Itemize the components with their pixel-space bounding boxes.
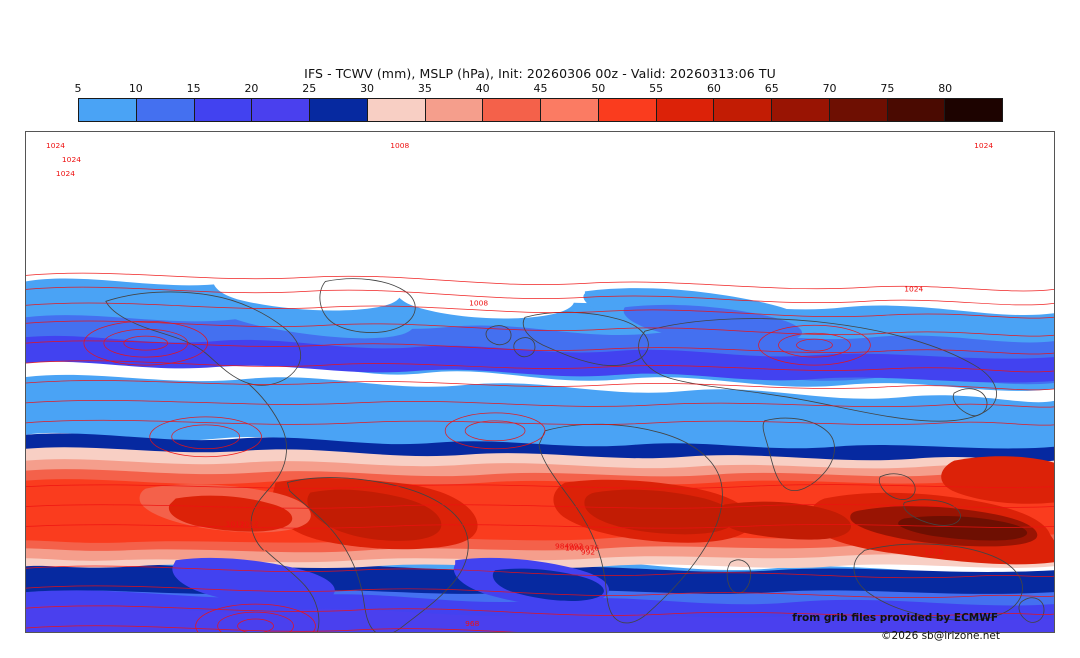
svg-text:1024: 1024 — [904, 284, 923, 293]
colorbar-swatch-60 — [714, 99, 772, 121]
colorbar-tick-10: 10 — [128, 82, 143, 95]
colorbar-tick-60: 60 — [706, 82, 721, 95]
colorbar-swatch-10 — [136, 99, 195, 121]
svg-text:1024: 1024 — [974, 141, 993, 150]
colorbar-tick-labels: 5 10 15 20 25 30 35 40 45 50 55 60 65 70 75 80 — [74, 82, 1003, 98]
colorbar-tick-5: 5 — [74, 82, 82, 95]
colorbar-swatch-5 — [79, 99, 137, 121]
colorbar-tick-20: 20 — [244, 82, 259, 95]
map-canvas: 1024 1024 1024 1008 1008 1024 1024 1008 … — [26, 132, 1054, 632]
svg-text:1024: 1024 — [46, 141, 65, 150]
colorbar-swatch-55 — [656, 99, 715, 121]
colorbar-tick-45: 45 — [533, 82, 548, 95]
colorbar-tick-25: 25 — [302, 82, 317, 95]
svg-text:992: 992 — [569, 541, 583, 550]
svg-text:1012: 1012 — [226, 519, 245, 528]
colorbar-swatches — [78, 98, 1003, 122]
svg-text:1024: 1024 — [62, 155, 81, 164]
tcwv-field — [26, 262, 1054, 632]
svg-text:1016: 1016 — [924, 547, 943, 556]
page-title: IFS - TCWV (mm), MSLP (hPa), Init: 20260… — [304, 66, 776, 81]
colorbar-tick-75: 75 — [880, 82, 895, 95]
colorbar-swatch-50 — [598, 99, 657, 121]
colorbar-swatch-75 — [887, 99, 946, 121]
colorbar-tick-35: 35 — [417, 82, 432, 95]
colorbar-tick-15: 15 — [186, 82, 201, 95]
svg-text:976: 976 — [585, 543, 600, 552]
colorbar-tick-70: 70 — [822, 82, 837, 95]
svg-text:968: 968 — [465, 619, 480, 628]
weather-map[interactable]: 1024 1024 1024 1008 1008 1024 1024 1008 … — [25, 131, 1055, 633]
colorbar-swatch-45 — [541, 99, 599, 121]
colorbar-tick-65: 65 — [764, 82, 779, 95]
colorbar-tick-50: 50 — [591, 82, 606, 95]
colorbar-swatch-15 — [194, 99, 253, 121]
colorbar-tick-30: 30 — [360, 82, 375, 95]
colorbar-swatch-65 — [772, 99, 830, 121]
svg-text:1008: 1008 — [469, 298, 488, 307]
colorbar-tick-55: 55 — [649, 82, 664, 95]
colorbar-swatch-35 — [425, 99, 484, 121]
isobar-labels: 1024 1024 1024 1008 1008 1024 1024 1008 … — [46, 141, 993, 628]
svg-text:1008: 1008 — [565, 543, 584, 552]
colorbar-swatch-20 — [252, 99, 310, 121]
colorbar: 5 10 15 20 25 30 35 40 45 50 55 60 65 70 75 80 — [74, 82, 1003, 124]
svg-text:984: 984 — [555, 541, 570, 550]
svg-text:992: 992 — [581, 547, 595, 556]
colorbar-swatch-40 — [483, 99, 541, 121]
colorbar-swatch-30 — [367, 99, 426, 121]
svg-text:1012: 1012 — [240, 519, 259, 528]
colorbar-swatch-25 — [310, 99, 368, 121]
colorbar-swatch-70 — [829, 99, 888, 121]
colorbar-tick-40: 40 — [475, 82, 490, 95]
svg-text:1008: 1008 — [390, 141, 409, 150]
colorbar-tick-80: 80 — [938, 82, 953, 95]
copyright-notice: ©2026 sb@irizone.net — [881, 630, 1000, 642]
svg-text:1024: 1024 — [56, 169, 75, 178]
data-source-credit: from grib files provided by ECMWF — [792, 612, 998, 624]
colorbar-swatch-80 — [945, 99, 1002, 121]
mslp-isobars — [26, 272, 1054, 632]
